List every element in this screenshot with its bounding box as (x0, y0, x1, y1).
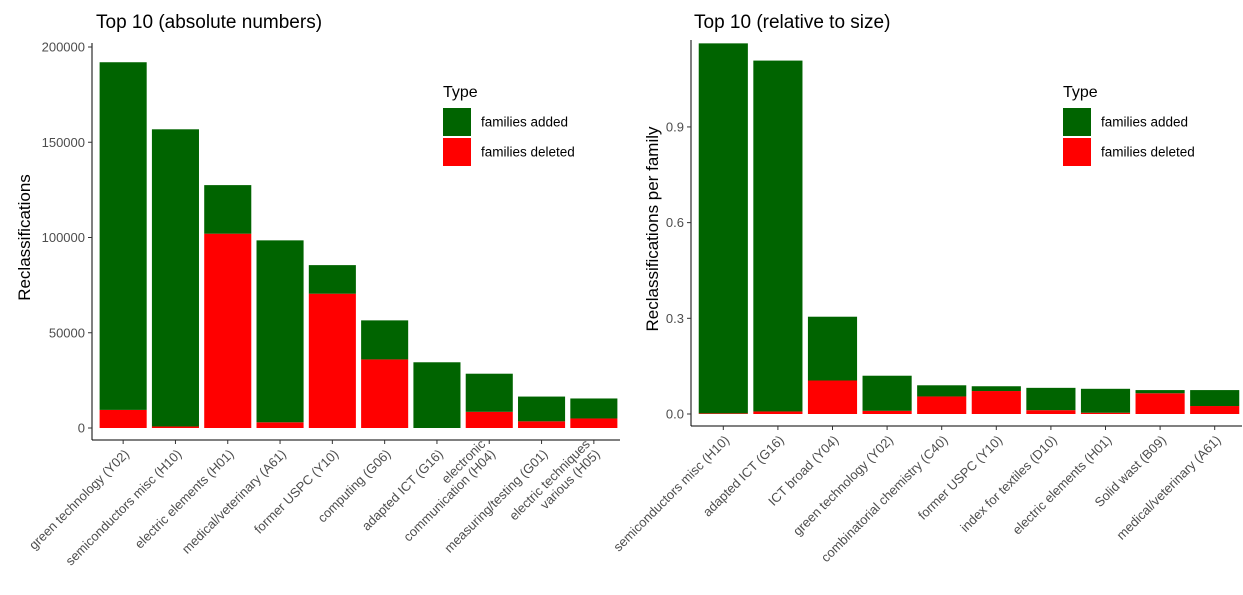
bar-added (570, 398, 618, 419)
bar-deleted (256, 422, 304, 428)
y-tick-label: 0.3 (666, 311, 684, 326)
x-tick-label: electric elements (H01) (132, 446, 237, 551)
bar-added (862, 375, 912, 411)
bar-added (204, 185, 252, 234)
legend-key-added (443, 108, 471, 136)
bar-added (753, 60, 803, 412)
bar-added (971, 386, 1021, 392)
y-axis-title: Reclassifications (15, 174, 34, 301)
chart-panel-2: Top 10 (relative to size) Reclassificatio… (610, 12, 1242, 565)
legend-title: Type (443, 84, 478, 101)
bar-deleted (1190, 406, 1240, 414)
chart-panel-1: Top 10 (absolute numbers) Reclassificatio… (15, 12, 620, 568)
chart-title: Top 10 (relative to size) (694, 12, 890, 33)
bar-added (308, 265, 356, 294)
x-tick-label: green technology (Y02) (26, 446, 132, 552)
bar-deleted (465, 411, 513, 428)
y-tick-label: 0.9 (666, 119, 684, 134)
y-axis-title: Reclassifications per family (643, 126, 662, 332)
bar-added (361, 320, 409, 360)
legend-key-added (1063, 108, 1091, 136)
bar-deleted (361, 359, 409, 428)
bar-deleted (204, 233, 252, 428)
x-tick-label: index for textiles (D10) (957, 432, 1060, 535)
bar-added (1080, 388, 1131, 413)
bar-deleted (807, 380, 858, 414)
bar-deleted (1135, 393, 1185, 414)
bar-deleted (753, 411, 803, 414)
bar-added (413, 362, 461, 428)
legend-label: families deleted (481, 145, 575, 160)
legend-label: families added (1101, 115, 1188, 130)
bar-deleted (99, 409, 147, 428)
legend-key-deleted (1063, 138, 1091, 166)
bar-deleted (1080, 412, 1131, 414)
bar-added (1135, 390, 1185, 394)
y-tick-label: 200000 (42, 40, 85, 55)
bar-deleted (570, 418, 618, 428)
y-tick-label: 0.6 (666, 215, 684, 230)
bar-added (465, 373, 513, 412)
y-tick-label: 150000 (42, 135, 85, 150)
bar-deleted (862, 410, 912, 414)
bar-deleted (698, 413, 748, 414)
bar-added (698, 43, 748, 414)
x-tick-label: green technology (Y02) (790, 432, 896, 538)
legend-key-deleted (443, 138, 471, 166)
x-tick-label: medical/veterinary (A61) (179, 446, 289, 556)
bar-added (99, 62, 147, 410)
bar-deleted (971, 391, 1021, 414)
bar-added (518, 396, 566, 422)
y-tick-label: 100000 (42, 230, 85, 245)
y-tick-label: 50000 (49, 325, 85, 340)
bar-added (1026, 387, 1076, 411)
y-tick-label: 0.0 (666, 407, 684, 422)
bar-added (807, 316, 858, 381)
bar-added (256, 240, 304, 423)
bar-added (917, 385, 967, 397)
bar-added (1190, 390, 1240, 407)
bar-deleted (518, 421, 566, 428)
legend-label: families deleted (1101, 145, 1195, 160)
bar-deleted (151, 426, 199, 428)
legend-title: Type (1063, 84, 1098, 101)
chart-title: Top 10 (absolute numbers) (96, 12, 322, 33)
bar-deleted (1026, 410, 1076, 414)
y-tick-label: 0 (78, 421, 85, 436)
bar-added (151, 129, 199, 427)
bar-deleted (917, 396, 967, 414)
bar-deleted (308, 293, 356, 428)
legend-label: families added (481, 115, 568, 130)
x-tick-label: electric elements (H01) (1009, 432, 1114, 537)
x-tick-label: medical/veterinary (A61) (1113, 432, 1223, 542)
